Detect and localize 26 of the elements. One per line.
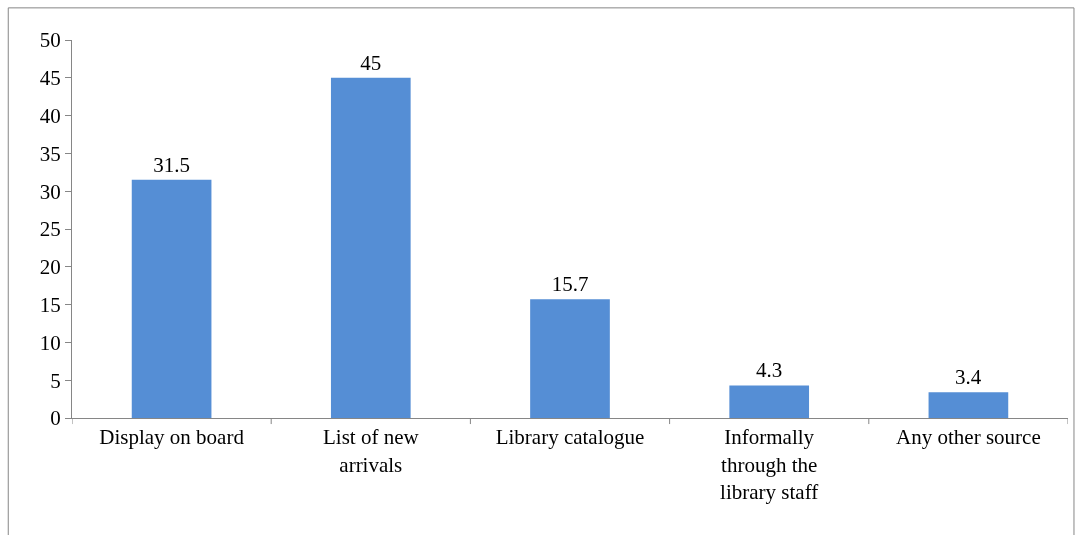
x-tick-label: Library catalogue (495, 425, 645, 450)
y-tick-label: 20 (39, 255, 61, 280)
bar (729, 385, 810, 418)
y-tick-label: 5 (50, 368, 61, 393)
data-label: 15.7 (551, 272, 589, 297)
x-tick-label: Any other source (896, 425, 1041, 450)
bar (131, 179, 212, 418)
y-tick-label: 30 (39, 179, 61, 204)
y-tick-label: 35 (39, 141, 61, 166)
bar (928, 392, 1009, 418)
data-label: 3.4 (955, 365, 982, 390)
bar (530, 299, 610, 418)
data-label: 31.5 (153, 152, 190, 177)
y-tick-label: 45 (39, 66, 61, 91)
y-tick-label: 15 (39, 292, 61, 317)
bar (330, 77, 411, 418)
data-label: 45 (360, 50, 382, 75)
y-tick-label: 0 (50, 406, 61, 431)
data-label: 4.3 (756, 358, 783, 383)
y-tick-label: 40 (39, 103, 61, 128)
x-tick-label: List of new arrivals (322, 425, 420, 477)
y-tick-label: 10 (39, 330, 61, 355)
y-tick-label: 25 (39, 217, 61, 242)
x-tick-label: Informally through the library staff (720, 425, 819, 504)
y-tick-label: 50 (39, 28, 61, 53)
x-tick-label: Display on board (99, 425, 245, 450)
